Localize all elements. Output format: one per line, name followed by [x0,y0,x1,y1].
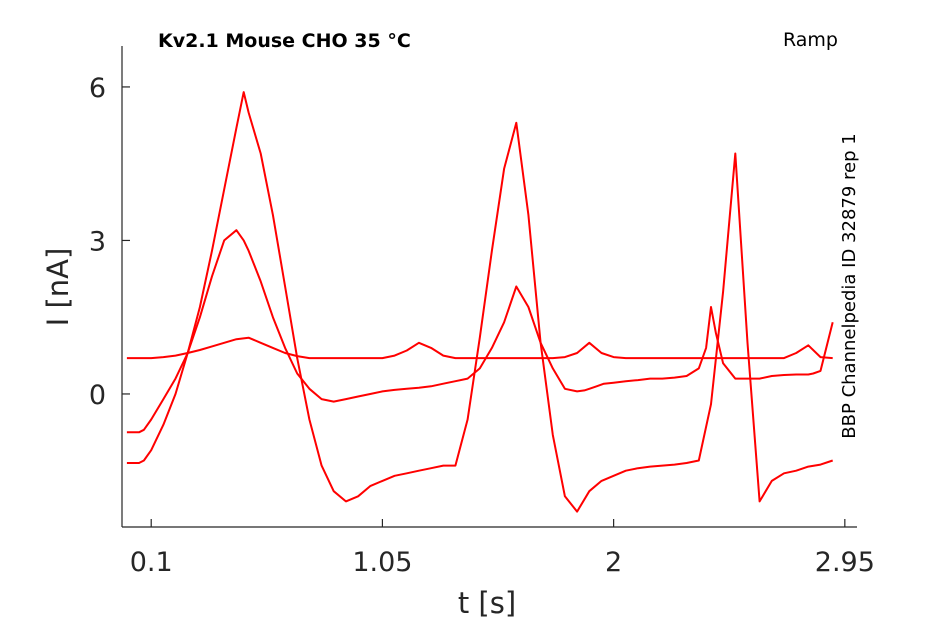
x-axis-label: t [s] [458,586,516,620]
current-trace-2 [126,229,834,434]
y-tick-label: 3 [89,226,106,257]
y-axis-ticks: 0 3 6 [89,73,130,411]
channel-id-label: BBP Channelpedia ID 32879 rep 1 [839,133,860,438]
y-axis-label: I [nA] [41,248,75,327]
x-tick-label: 2.95 [815,547,875,578]
y-tick-label: 6 [89,73,106,104]
current-trace-3 [126,91,834,513]
x-tick-label: 0.1 [130,547,173,578]
chart-title: Kv2.1 Mouse CHO 35 °C [158,30,411,52]
plot-area [126,91,834,513]
x-axis-ticks: 0.1 1.05 2 2.95 [130,519,875,578]
y-tick-label: 0 [89,380,106,411]
x-tick-label: 2 [605,547,622,578]
protocol-label: Ramp [783,29,838,51]
x-tick-label: 1.05 [352,547,412,578]
